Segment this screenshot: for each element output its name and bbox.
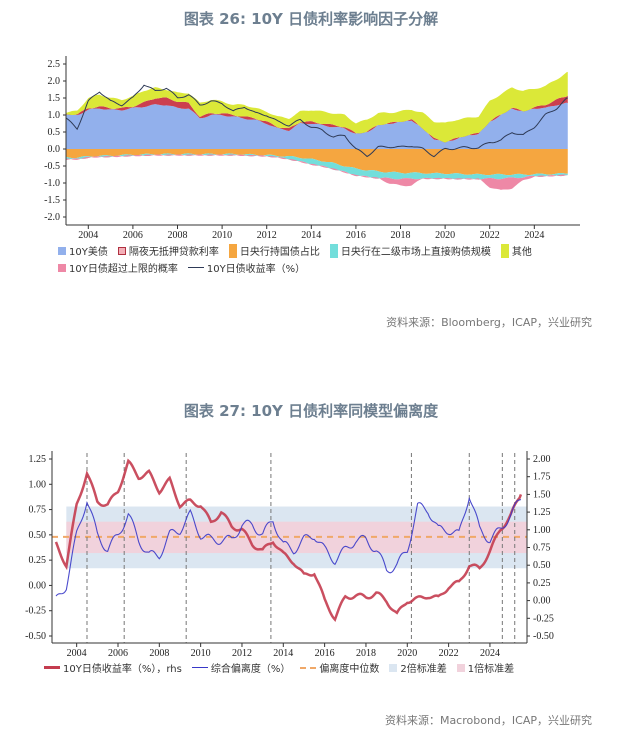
y-tick-label: 1.25 xyxy=(29,454,47,465)
legend-label: 1倍标准差 xyxy=(467,664,515,675)
y-tick-label: 0.0 xyxy=(48,144,61,155)
x-tick-label: 2024 xyxy=(524,230,544,240)
x-tick-label: 2004 xyxy=(67,648,87,659)
x-tick-label: 2010 xyxy=(212,230,232,240)
x-tick-label: 2012 xyxy=(232,648,252,659)
y2-tick-label: 0.50 xyxy=(533,560,551,571)
legend-item: 隔夜无抵押贷款利率 xyxy=(117,243,219,258)
legend-item: 10Y美债 xyxy=(58,243,108,258)
y2-tick-label: 0.75 xyxy=(533,543,551,554)
x-tick-label: 2018 xyxy=(391,230,411,240)
y2-tick-label: -0.25 xyxy=(533,613,554,624)
legend-label: 隔夜无抵押贷款利率 xyxy=(128,247,219,258)
y-tick-label: 1.5 xyxy=(48,93,61,104)
jgb-yield-line xyxy=(65,84,568,158)
x-tick-label: 2014 xyxy=(301,230,321,240)
y2-tick-label: 0.00 xyxy=(533,596,551,607)
area-0 xyxy=(66,102,568,149)
x-tick-label: 2008 xyxy=(168,230,188,240)
x-tick-label: 2020 xyxy=(435,230,455,240)
legend-label: 10Y日债收益率（%） xyxy=(206,264,306,275)
chart2-title: 图表 27: 10Y 日债利率同模型偏离度 xyxy=(183,402,439,420)
jgb-yield-line xyxy=(54,458,523,623)
legend-label: 日央行持国债占比 xyxy=(239,247,320,258)
y-tick-label: -0.25 xyxy=(25,606,46,617)
y2-tick-label: 1.25 xyxy=(533,507,551,518)
y-tick-label: -0.5 xyxy=(44,161,60,172)
y-tick-label: 0.5 xyxy=(48,127,61,138)
legend-item: 10Y日债收益率（%） xyxy=(187,260,306,275)
x-tick-label: 2022 xyxy=(480,230,500,240)
y-tick-label: 0.25 xyxy=(29,555,47,566)
x-tick-label: 2008 xyxy=(149,648,169,659)
x-tick-label: 2016 xyxy=(315,648,335,659)
x-tick-label: 2012 xyxy=(257,230,277,240)
y2-tick-label: 1.75 xyxy=(533,472,551,483)
legend-label: 10Y日债超过上限的概率 xyxy=(69,264,178,275)
x-tick-label: 2022 xyxy=(439,648,459,659)
chart2-source: 资料来源：Macrobond，ICAP，兴业研究 xyxy=(384,714,592,727)
chart1-plot: 2.5 2.0 1.5 1.0 0.5 0.0 -0.5 -1.0 -1.5 -2.0 2004 20… xyxy=(44,56,580,240)
chart1-title: 图表 26: 10Y 日债利率影响因子分解 xyxy=(183,10,439,28)
y2-tick-label: 1.00 xyxy=(533,525,551,536)
y-tick-label: 0.50 xyxy=(29,530,47,541)
legend-item: 1倍标准差 xyxy=(456,660,515,675)
y-tick-label: 1.00 xyxy=(29,479,47,490)
legend-label: 综合偏离度（%） xyxy=(210,664,291,675)
y-tick-label: 0.00 xyxy=(29,580,47,591)
legend-label: 10Y美债 xyxy=(69,247,108,258)
chart1-source: 资料来源：Bloomberg，ICAP，兴业研究 xyxy=(386,316,592,329)
legend-item: 其他 xyxy=(500,243,532,258)
legend-label: 2倍标准差 xyxy=(400,664,447,675)
area-3 xyxy=(66,149,568,176)
x-tick-label: 2010 xyxy=(191,648,211,659)
legend-item: 偏离度中位数 xyxy=(300,660,379,675)
y-tick-label: -1.5 xyxy=(44,195,60,206)
legend-label: 日央行在二级市场上直接购债规模 xyxy=(340,247,491,258)
chart2-legend: 10Y日债收益率（%），rhs 综合偏离度（%） 偏离度中位数 2倍标准差 1倍… xyxy=(44,660,604,675)
legend-item: 10Y日债超过上限的概率 xyxy=(58,260,178,275)
y-tick-label: 2.5 xyxy=(48,59,61,70)
legend-item: 2倍标准差 xyxy=(389,660,447,675)
chart1-legend: 10Y美债 隔夜无抵押贷款利率 日央行持国债占比 日央行在二级市场上直接购债规模… xyxy=(58,243,598,275)
legend-label: 10Y日债收益率（%），rhs xyxy=(63,664,182,675)
x-tick-label: 2014 xyxy=(273,648,293,659)
x-tick-label: 2006 xyxy=(123,230,143,240)
legend-item: 日央行持国债占比 xyxy=(228,243,320,258)
y-tick-label: -2.0 xyxy=(44,212,60,223)
y2-tick-label: 2.00 xyxy=(533,454,551,465)
x-tick-label: 2024 xyxy=(480,648,500,659)
y-tick-label: -0.50 xyxy=(25,631,46,642)
x-tick-label: 2018 xyxy=(356,648,376,659)
legend-item: 10Y日债收益率（%），rhs xyxy=(44,660,182,675)
x-tick-label: 2020 xyxy=(397,648,417,659)
legend-label: 偏离度中位数 xyxy=(319,664,380,675)
legend-label: 其他 xyxy=(511,247,532,258)
x-tick-label: 2006 xyxy=(108,648,128,659)
y-tick-label: 1.0 xyxy=(48,110,61,121)
y-tick-label: 0.75 xyxy=(29,505,47,516)
y2-tick-label: 0.25 xyxy=(533,578,551,589)
y2-tick-label: 1.50 xyxy=(533,489,551,500)
area-1 xyxy=(66,95,568,143)
x-tick-label: 2016 xyxy=(346,230,366,240)
x-tick-label: 2004 xyxy=(78,230,98,240)
deviation-line xyxy=(55,496,522,597)
legend-item: 综合偏离度（%） xyxy=(191,660,291,675)
legend-item: 日央行在二级市场上直接购债规模 xyxy=(329,243,491,258)
y2-tick-label: -0.50 xyxy=(533,631,554,642)
y-tick-label: 2.0 xyxy=(48,76,61,87)
y-tick-label: -1.0 xyxy=(44,178,60,189)
area-2 xyxy=(66,71,568,143)
